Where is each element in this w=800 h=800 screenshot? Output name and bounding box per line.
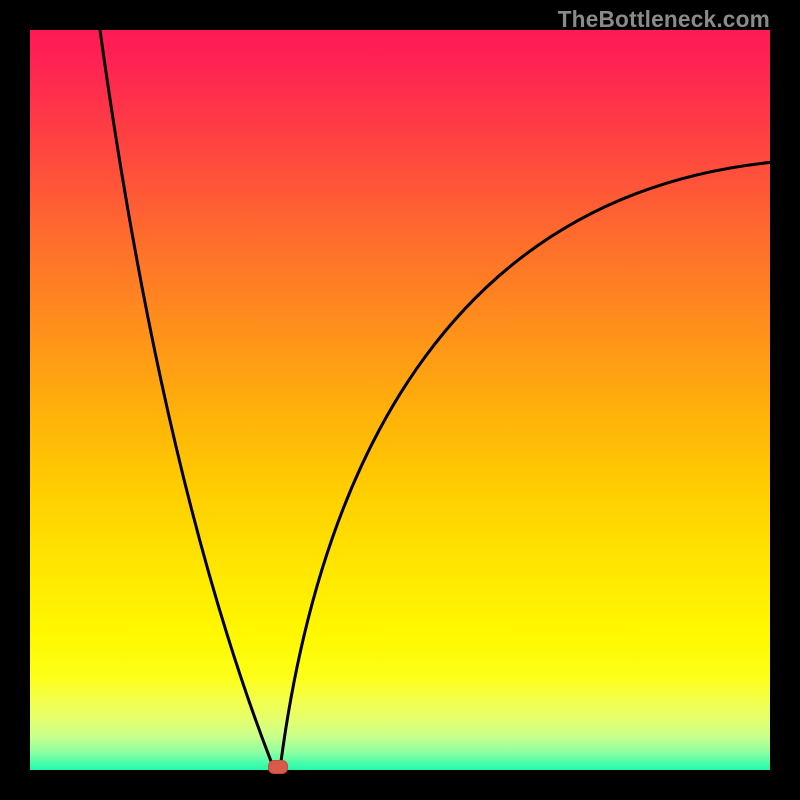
chart-container: TheBottleneck.com (0, 0, 800, 800)
watermark-text: TheBottleneck.com (558, 6, 770, 33)
plot-area (30, 30, 770, 770)
minimum-marker (268, 760, 288, 774)
